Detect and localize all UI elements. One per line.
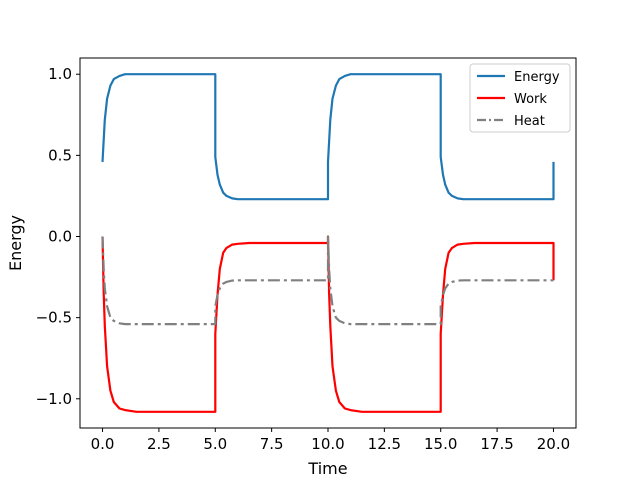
x-tick-label: 2.5 xyxy=(147,435,171,453)
legend-label-heat: Heat xyxy=(514,114,545,129)
series-line-heat xyxy=(101,235,554,326)
legend-label-work: Work xyxy=(514,92,547,107)
x-tick-label: 5.0 xyxy=(203,435,227,453)
x-tick-label: 20.0 xyxy=(537,435,570,453)
series-layer xyxy=(101,73,555,413)
y-axis: −1.0 −0.5 0.0 0.5 1.0 xyxy=(36,65,80,408)
x-axis-label: Time xyxy=(307,459,347,478)
x-tick-label: 17.5 xyxy=(480,435,513,453)
x-axis: 0.0 2.5 5.0 7.5 10.0 12.5 15.0 17.5 20.0 xyxy=(91,428,570,453)
legend-label-energy: Energy xyxy=(514,70,560,85)
series-line-energy xyxy=(101,73,555,201)
y-tick-label: 0.0 xyxy=(48,228,72,246)
x-tick-label: 15.0 xyxy=(424,435,457,453)
y-tick-label: 0.5 xyxy=(48,146,72,164)
legend-frame xyxy=(469,63,571,133)
legend: Energy Work Heat xyxy=(469,63,571,133)
y-tick-label: −0.5 xyxy=(36,309,72,327)
x-tick-label: 7.5 xyxy=(260,435,284,453)
x-tick-label: 12.5 xyxy=(368,435,401,453)
x-tick-label: 0.0 xyxy=(91,435,115,453)
y-tick-label: 1.0 xyxy=(48,65,72,83)
x-tick-label: 10.0 xyxy=(311,435,344,453)
y-tick-label: −1.0 xyxy=(36,390,72,408)
y-axis-label: Energy xyxy=(6,215,25,271)
